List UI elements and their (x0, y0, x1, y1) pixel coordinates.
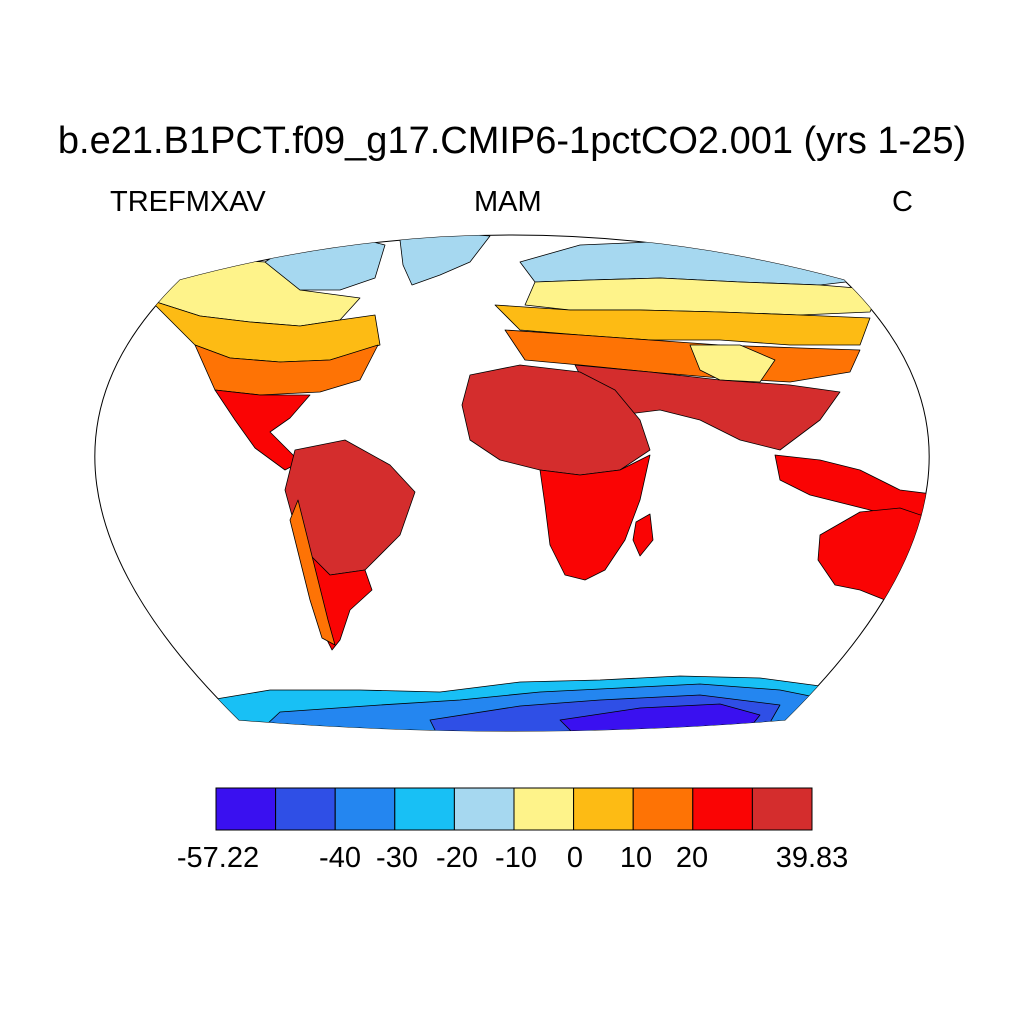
eurasia-arctic (519, 241, 881, 286)
eurasia-warm (504, 329, 861, 383)
mexico-central-america (214, 389, 311, 471)
colorbar-label: -40 (319, 842, 361, 874)
colorbar-label: -10 (495, 842, 537, 874)
colorbar-label: 20 (675, 842, 709, 874)
colorbar-swatch-7 (632, 787, 694, 831)
colorbar-label: 0 (566, 842, 584, 874)
colorbar-swatch-6 (573, 787, 634, 831)
andes-edge (289, 499, 336, 646)
colorbar-swatch-8 (692, 787, 753, 831)
colorbar-swatch-3 (394, 787, 455, 831)
colorbar-swatch-0 (215, 787, 277, 831)
tibet-plateau (689, 344, 776, 383)
colorbar-swatch-5 (513, 787, 575, 831)
colorbar-label: -30 (376, 842, 418, 874)
colorbar-label: -57.22 (176, 842, 260, 874)
colorbar (215, 787, 813, 831)
plot-title: b.e21.B1PCT.f09_g17.CMIP6-1pctCO2.001 (y… (57, 120, 967, 162)
antarctica-core (559, 703, 761, 731)
africa-south (539, 454, 651, 581)
madagascar (632, 513, 654, 557)
variable-label: TREFMXAV (110, 186, 266, 218)
colorbar-swatch-2 (334, 787, 396, 831)
colorbar-swatch-9 (751, 787, 813, 831)
greenland (399, 235, 491, 286)
units-label: C (892, 186, 913, 218)
colorbar-swatch-1 (275, 787, 336, 831)
colorbar-label: 10 (619, 842, 653, 874)
colorbar-swatch-4 (453, 787, 515, 831)
new-zealand (930, 585, 972, 622)
southeast-asia-islands (774, 454, 930, 516)
colorbar-label: 39.83 (775, 842, 849, 874)
season-label: MAM (474, 186, 542, 218)
colorbar-label: -20 (436, 842, 478, 874)
